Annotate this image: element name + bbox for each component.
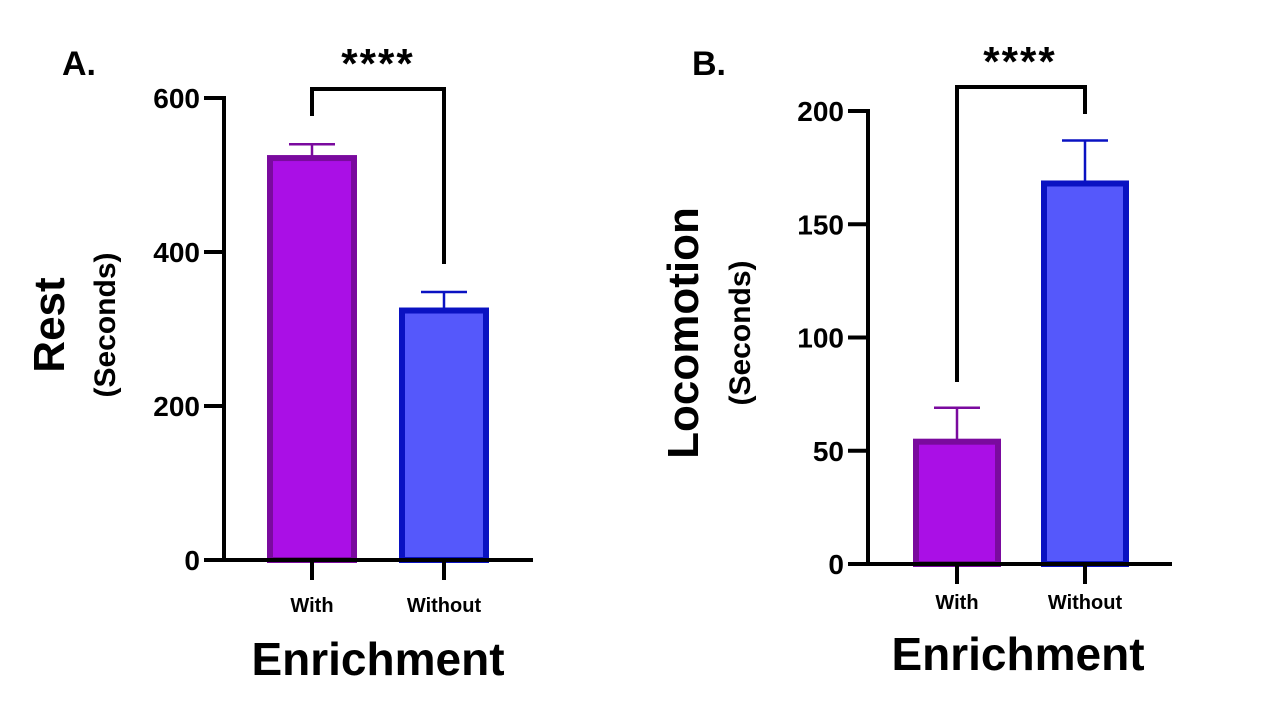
panel-a-significance-bracket [310,87,446,264]
panel-a-letter: A. [62,45,96,83]
panel-b-ylabel-unit: (Seconds) [724,260,757,405]
panel-b-bar-with [913,438,1001,567]
panel-a-xtick-label-without: Without [407,595,482,617]
panel-a: A. Rest (Seconds) Enrichment **** 0 200 40… [25,40,533,685]
panel-b-ytick-label: 150 [797,209,844,240]
panel-b-y-axis-title: Locomotion (Seconds) [659,207,757,459]
panel-b-xtick-label-without: Without [1048,592,1123,614]
panel-a-y-axis-title: Rest (Seconds) [25,252,122,397]
panel-b-ytick-label: 200 [797,96,844,127]
panel-b-ytick-label: 100 [797,323,844,354]
panel-b-significance-bracket [955,85,1087,382]
panel-a-xlabel: Enrichment [251,633,504,685]
panel-b-significance: **** [983,38,1056,85]
panel-a-error-bar-without [421,290,467,311]
panel-a-ytick-label: 0 [184,545,200,576]
panel-b-error-bar-without [1062,139,1108,184]
panel-a-ylabel-unit: (Seconds) [89,252,122,397]
panel-b-xlabel: Enrichment [891,628,1144,680]
panel-a-significance: **** [341,40,414,87]
panel-b-xtick-label-with: With [935,592,978,614]
panel-b-ytick-label: 50 [813,436,844,467]
panel-b-bar-without [1041,180,1129,567]
panel-a-bar-with [267,155,357,563]
panel-a-error-bar-with [289,142,335,159]
panel-b-letter: B. [692,45,726,83]
panel-b-ylabel: Locomotion [659,207,708,459]
panel-b: B. Locomotion (Seconds) Enrichment **** … [659,38,1172,680]
panel-a-ylabel: Rest [25,277,74,373]
panel-a-ytick-label: 400 [153,237,200,268]
panel-a-bar-without [399,307,489,563]
panel-a-ytick-label: 600 [153,83,200,114]
panel-a-ytick-label: 200 [153,391,200,422]
panel-a-xtick-label-with: With [290,595,333,617]
panel-b-error-bar-with [934,406,980,442]
panel-b-ytick-label: 0 [828,549,844,580]
